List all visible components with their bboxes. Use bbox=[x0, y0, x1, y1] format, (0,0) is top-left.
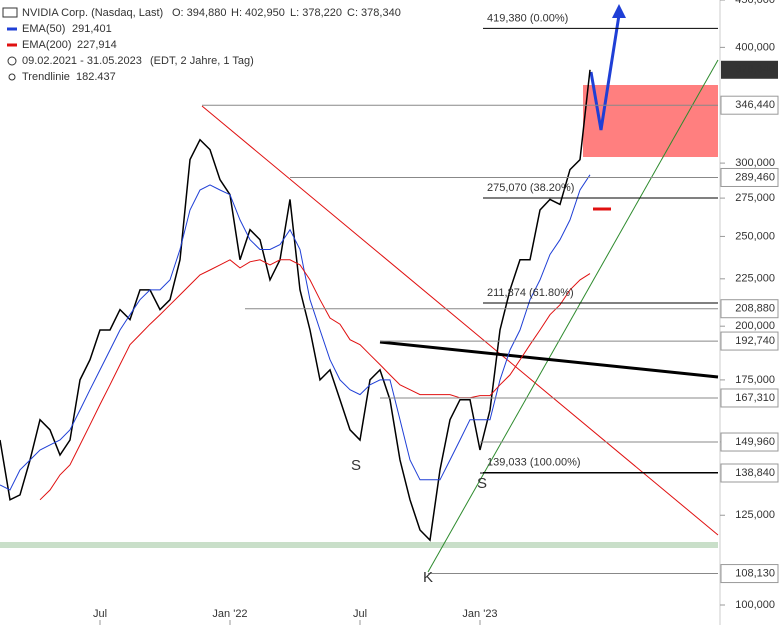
forecast-arrow bbox=[589, 14, 621, 131]
header-close: C: 378,340 bbox=[347, 7, 401, 19]
fib-label: 275,070 (38.20%) bbox=[487, 182, 574, 194]
level-label: 167,310 bbox=[735, 392, 775, 404]
fib-label: 139,033 (100.00%) bbox=[487, 456, 581, 468]
down-trendline bbox=[201, 105, 719, 536]
arrow-head bbox=[612, 4, 626, 18]
trendline-name: Trendlinie bbox=[22, 71, 70, 83]
last-price-box bbox=[721, 60, 778, 79]
fib-label: 211,874 (61.80%) bbox=[487, 287, 574, 299]
series-line bbox=[39, 259, 591, 501]
level-label: 108,130 bbox=[735, 567, 775, 579]
legend: NVIDIA Corp. (Nasdaq, Last) O: 394,880 H… bbox=[2, 7, 401, 83]
y-tick-label: 175,000 bbox=[735, 374, 775, 386]
level-box bbox=[720, 463, 779, 483]
level-box bbox=[720, 388, 779, 408]
plot bbox=[0, 69, 591, 542]
legend-value: 227,914 bbox=[77, 39, 117, 51]
level-box bbox=[720, 564, 779, 584]
x-tick-label: Jan '23 bbox=[462, 608, 497, 620]
legend-value: 291,401 bbox=[72, 23, 112, 35]
level-box bbox=[720, 299, 779, 319]
legend-entry: EMA(200) bbox=[22, 39, 72, 51]
last-price-label: 378,340 bbox=[735, 64, 775, 76]
period: 09.02.2021 - 31.05.2023 bbox=[22, 55, 142, 67]
support-band bbox=[0, 542, 718, 548]
header-open: O: 394,880 bbox=[172, 7, 226, 19]
trend-icon bbox=[8, 73, 16, 81]
header-title: NVIDIA Corp. (Nasdaq, Last) bbox=[22, 7, 163, 19]
pattern-label: S bbox=[477, 475, 487, 492]
level-label: 289,460 bbox=[735, 171, 775, 183]
y-tick-label: 125,000 bbox=[735, 509, 775, 521]
level-label: 149,960 bbox=[735, 436, 775, 448]
pattern-label: K bbox=[423, 569, 433, 586]
series-line bbox=[0, 69, 591, 542]
pattern-label: S bbox=[351, 457, 361, 474]
x-tick-label: Jul bbox=[353, 608, 367, 620]
period-info: (EDT, 2 Jahre, 1 Tag) bbox=[150, 55, 254, 67]
y-tick-label: 300,000 bbox=[735, 157, 775, 169]
series-line bbox=[0, 174, 591, 491]
y-tick-label: 100,000 bbox=[735, 599, 775, 611]
y-tick-label: 400,000 bbox=[735, 41, 775, 53]
y-tick-label: 275,000 bbox=[735, 192, 775, 204]
icon bbox=[2, 7, 18, 18]
level-label: 192,740 bbox=[735, 335, 775, 347]
y-tick-label: 450,000 bbox=[735, 0, 775, 6]
level-box bbox=[720, 432, 779, 452]
trendline-value: 182.437 bbox=[76, 71, 116, 83]
neckline bbox=[379, 340, 719, 379]
legend-entry: EMA(50) bbox=[22, 23, 65, 35]
level-label: 346,440 bbox=[735, 99, 775, 111]
y-tick-label: 225,000 bbox=[735, 273, 775, 285]
x-tick-label: Jan '22 bbox=[212, 608, 247, 620]
level-box bbox=[720, 167, 779, 187]
header-low: L: 378,220 bbox=[290, 7, 342, 19]
up-trendline bbox=[427, 59, 719, 573]
fib-label: 419,380 (0.00%) bbox=[487, 12, 568, 24]
level-box bbox=[720, 331, 779, 351]
y-tick-label: 200,000 bbox=[735, 320, 775, 332]
level-label: 208,880 bbox=[735, 303, 775, 315]
header-high: H: 402,950 bbox=[231, 7, 285, 19]
x-tick-label: Jul bbox=[93, 608, 107, 620]
y-tick-label: 250,000 bbox=[735, 230, 775, 242]
level-box bbox=[720, 95, 779, 115]
clock-icon bbox=[7, 56, 17, 66]
level-label: 138,840 bbox=[735, 467, 775, 479]
